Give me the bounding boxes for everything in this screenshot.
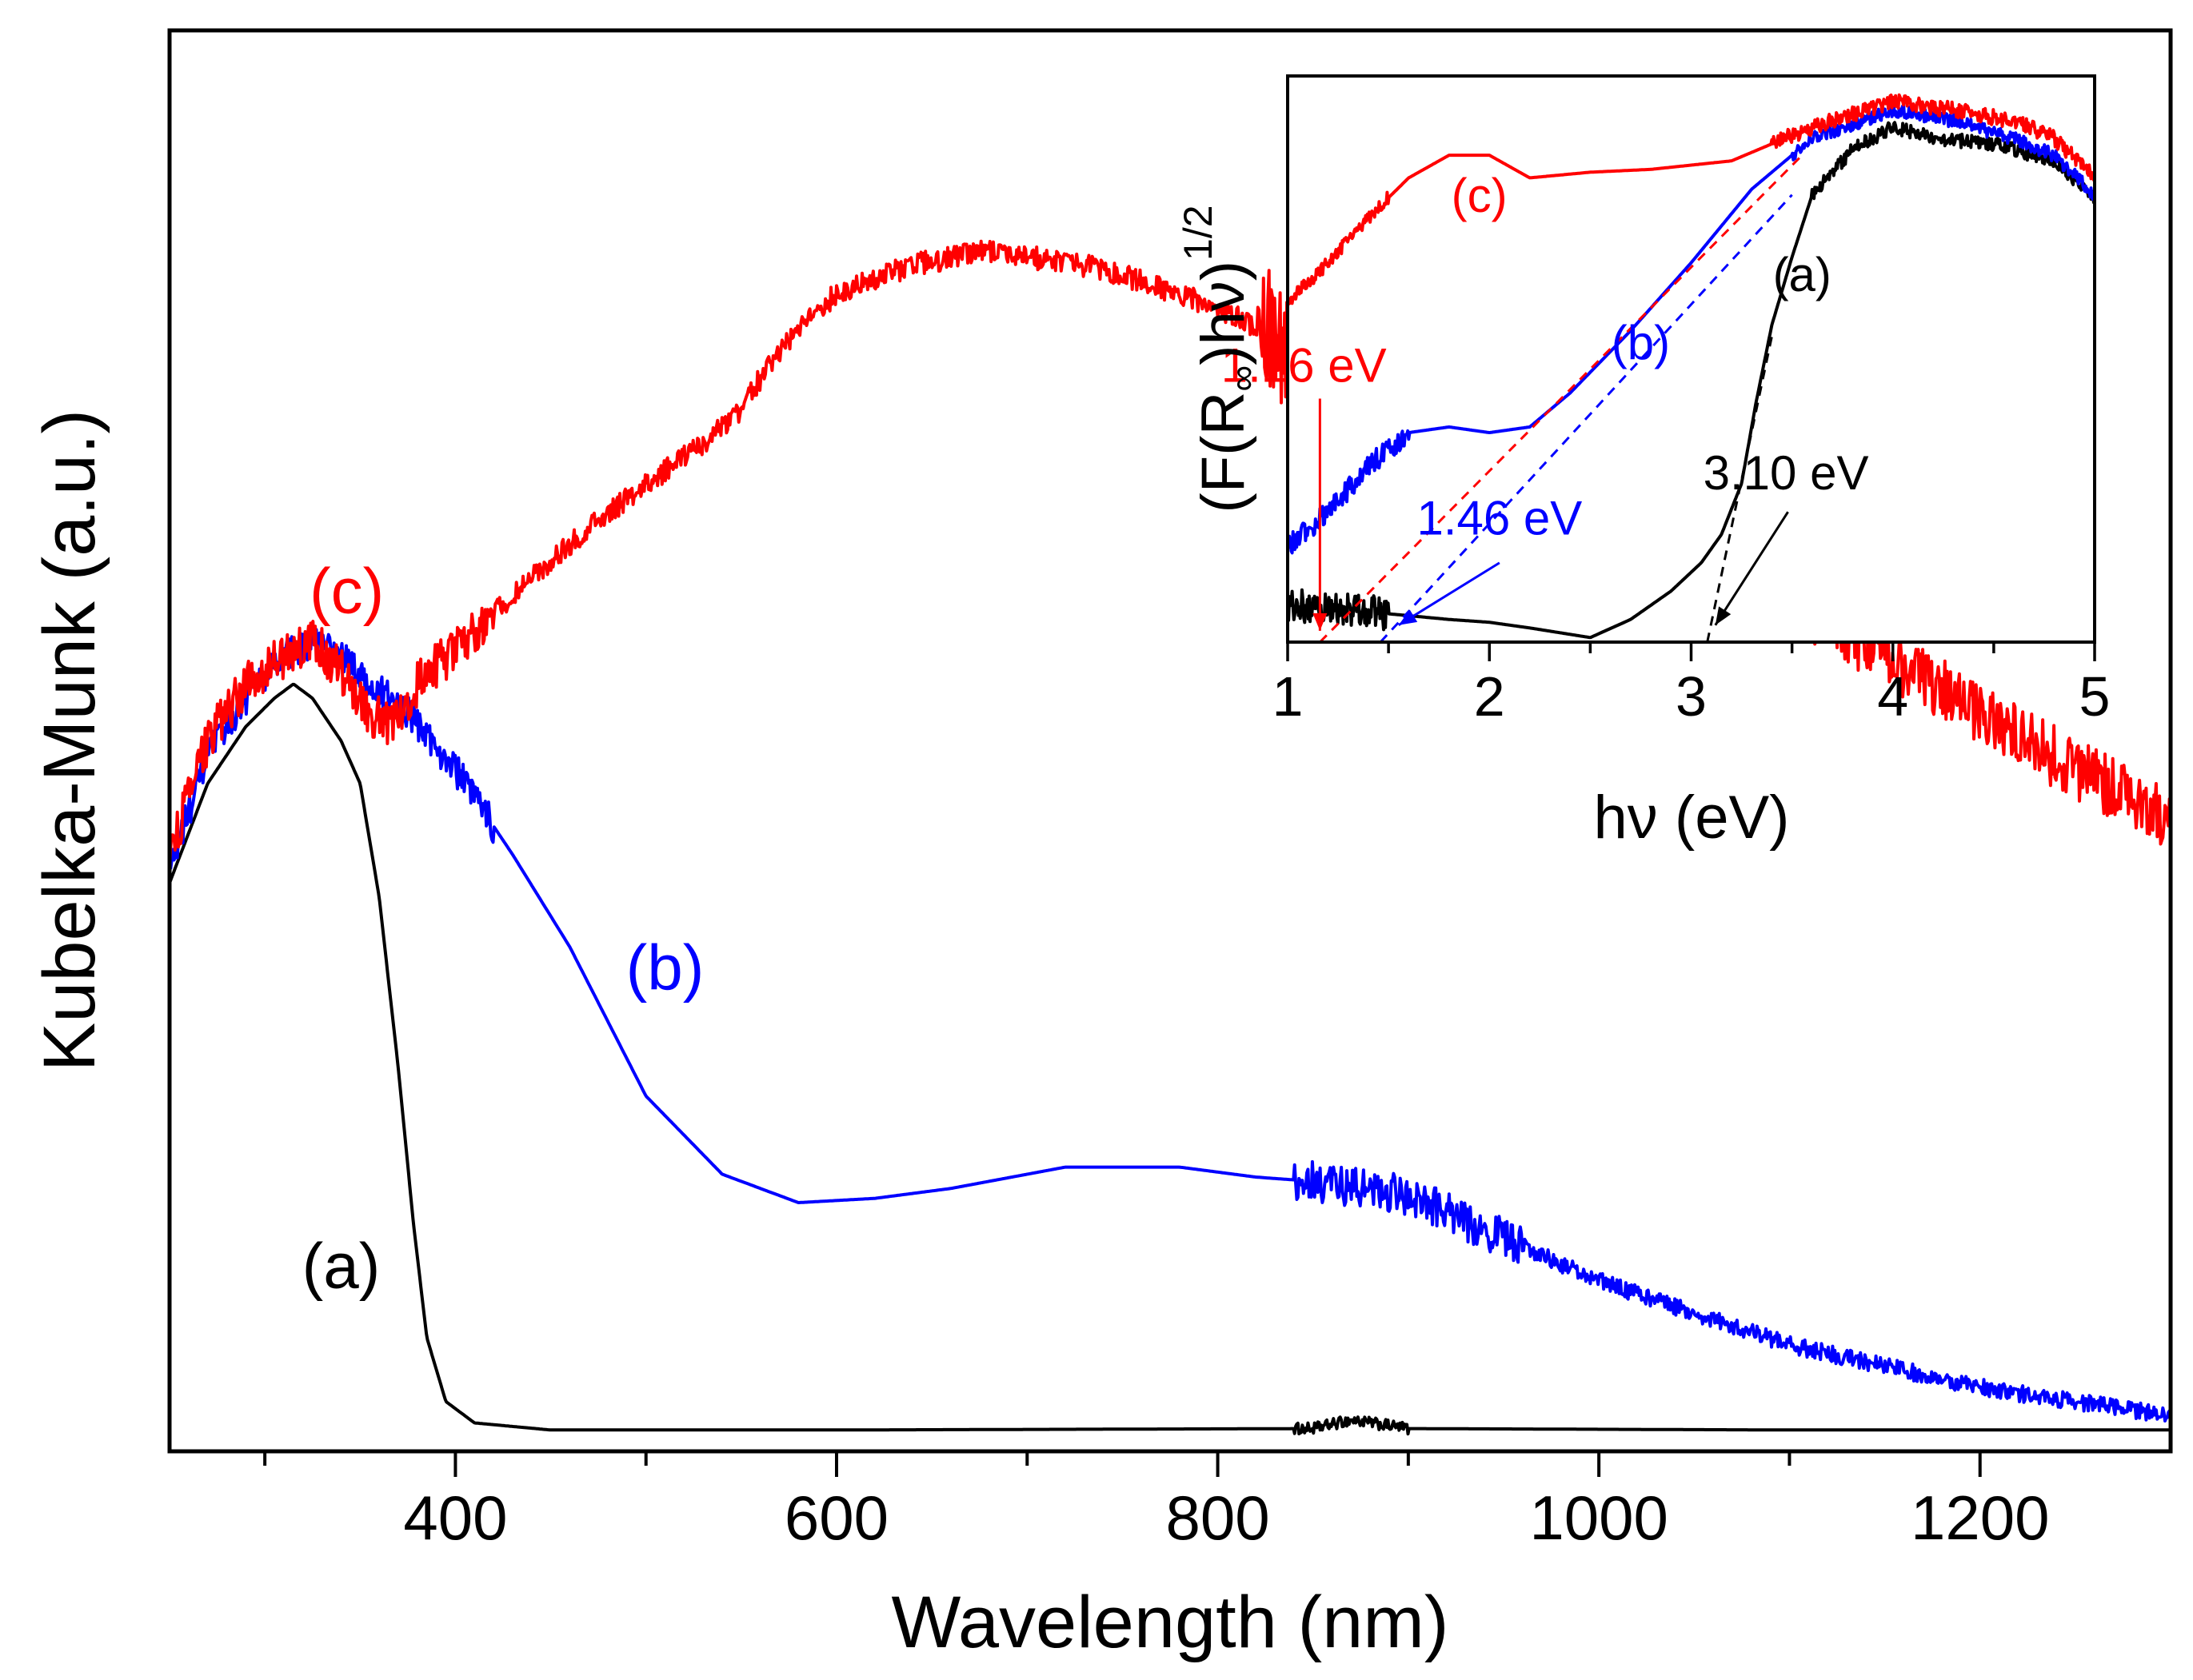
inset-series-group <box>1286 93 2096 640</box>
inset-annotation-c: (c) <box>1452 169 1508 222</box>
main-x-tick-label-4: 1200 <box>1911 1482 2050 1553</box>
inset-y-axis-label: (F(R∞)hν)1/2 <box>1176 205 1263 513</box>
inset-arrow-head-0 <box>1312 613 1328 631</box>
main-x-axis-label: Wavelength (nm) <box>891 1582 1448 1663</box>
inset-arrow-head-1 <box>1398 609 1418 625</box>
main-x-ticks <box>263 1451 1982 1477</box>
inset-tangent-line-1 <box>1379 194 1793 644</box>
inset-arrow-head-2 <box>1715 606 1732 625</box>
inset-x-tick-label-4: 5 <box>2079 665 2111 728</box>
inset-x-axis-label: hν (eV) <box>1594 784 1790 852</box>
inset-x-tick-label-1: 2 <box>1474 665 1505 728</box>
inset-series-b <box>1287 102 2096 555</box>
main-y-axis-label: Kubelka-Munk (a.u.) <box>29 409 110 1071</box>
inset-x-tick-labels: 1 2 3 4 5 <box>1272 665 2111 728</box>
inset-chart: 1 2 3 4 5 (a) (b) (c) 1.16 eV 1.46 eV 3.10 eV hν … <box>1176 74 2111 852</box>
main-annotations: (a) (b) (c) <box>302 556 705 1302</box>
inset-x-tick-label-2: 3 <box>1676 665 1707 728</box>
inset-series-a <box>1286 121 2096 640</box>
inset-background <box>1288 76 2095 642</box>
inset-annotation-a: (a) <box>1773 248 1831 301</box>
inset-arrows <box>1312 398 1789 631</box>
inset-y-label-sub: ∞ <box>1221 365 1263 392</box>
main-x-tick-label-3: 1000 <box>1529 1482 1668 1553</box>
inset-annotation-1-46-ev: 1.46 eV <box>1416 491 1582 545</box>
inset-arrow-shaft-2 <box>1714 511 1789 626</box>
main-x-tick-labels: 400 600 800 1000 1200 <box>403 1482 2049 1553</box>
inset-annotation-1-16-ev: 1.16 eV <box>1221 338 1387 392</box>
main-series-a <box>168 682 2171 1436</box>
main-series-c <box>168 239 2172 868</box>
main-annotation-a: (a) <box>302 1231 381 1302</box>
main-x-tick-label-2: 800 <box>1166 1482 1270 1553</box>
main-annotation-c: (c) <box>310 556 384 627</box>
inset-tangent-line-0 <box>1319 154 1804 644</box>
inset-series-c <box>1286 93 2096 305</box>
inset-x-tick-label-3: 4 <box>1877 665 1908 728</box>
inset-y-label-main: (F(R <box>1189 392 1257 513</box>
inset-tangent-line-2 <box>1706 336 1773 643</box>
inset-y-label-sup: 1/2 <box>1176 205 1220 261</box>
inset-annotation-3-10-ev: 3.10 eV <box>1704 446 1869 500</box>
inset-y-label-tail: )hν) <box>1189 261 1257 365</box>
inset-annotation-b: (b) <box>1612 316 1670 369</box>
inset-x-ticks <box>1286 642 2096 661</box>
main-x-tick-label-0: 400 <box>403 1482 507 1553</box>
main-x-tick-label-1: 600 <box>785 1482 889 1553</box>
inset-arrow-shaft-1 <box>1397 561 1500 627</box>
inset-x-tick-label-0: 1 <box>1272 665 1304 728</box>
main-chart: 400 600 800 1000 1200 (a) (b) (c) Wavelength (… <box>29 28 2173 1663</box>
main-annotation-b: (b) <box>626 932 705 1003</box>
main-plot-frame <box>167 28 2173 1454</box>
main-series-group <box>168 239 2172 1436</box>
inset-tangent-lines <box>1319 154 1804 644</box>
main-series-b <box>168 625 2172 1423</box>
inset-annotations: (a) (b) (c) 1.16 eV 1.46 eV 3.10 eV <box>1221 169 1869 545</box>
